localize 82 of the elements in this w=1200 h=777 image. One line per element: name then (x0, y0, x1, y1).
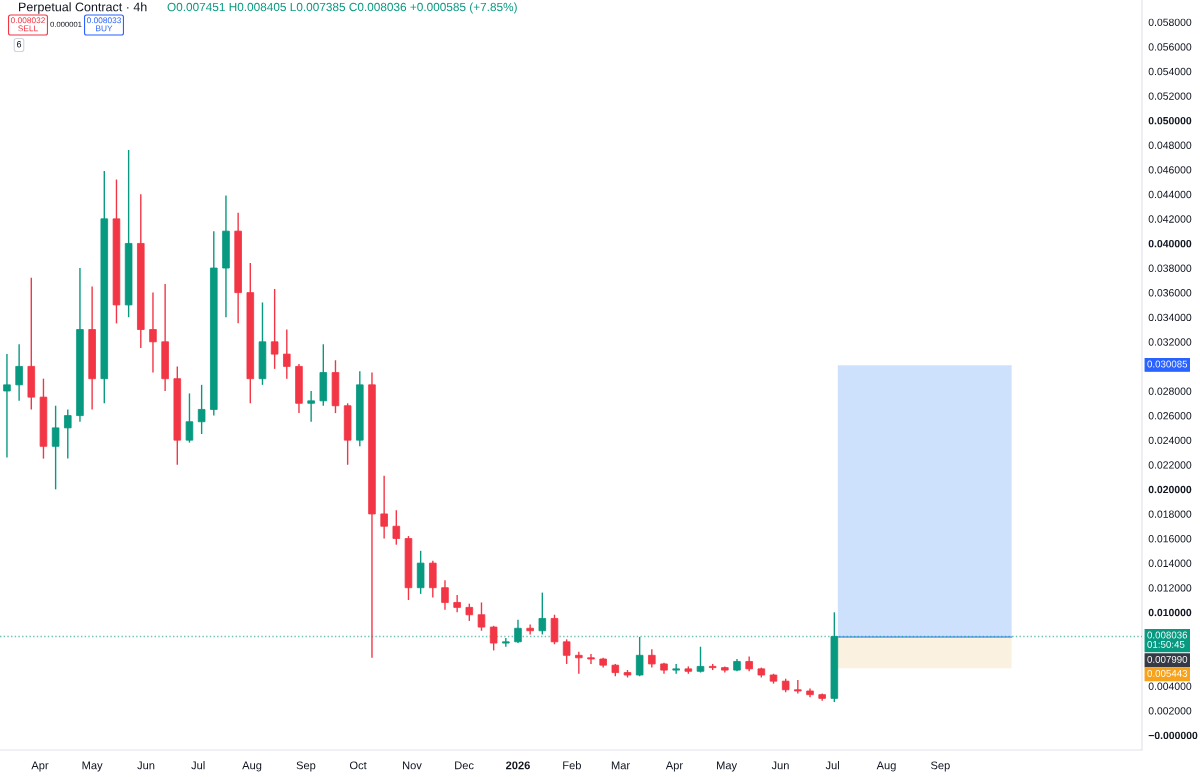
candlestick (587, 653, 595, 665)
y-tick-label: 0.026000 (1148, 412, 1192, 420)
candlestick (635, 636, 644, 677)
candlestick (441, 579, 449, 611)
x-tick-label: Jun (137, 761, 155, 770)
candlestick (453, 594, 461, 613)
candlestick (696, 646, 705, 674)
text: 0.005443 (1147, 670, 1188, 677)
text: 0.007990 (1147, 656, 1188, 663)
y-tick-label: 0.028000 (1148, 387, 1192, 395)
candlestick (562, 638, 571, 665)
candlestick (550, 614, 559, 645)
ref-line-label: 0.008036 01:50:45 (1147, 631, 1188, 648)
x-tick-label: Aug (876, 761, 896, 772)
y-tick-label: −0.000000 (1148, 731, 1198, 740)
candlestick (575, 650, 583, 675)
candlestick (514, 618, 522, 644)
y-tick-label: 0.034000 (1148, 313, 1192, 322)
x-tick-label: Sep (930, 761, 950, 772)
candlestick (489, 625, 498, 652)
y-tick-label: 0.046000 (1148, 166, 1192, 174)
y-tick-label: 0.048000 (1148, 141, 1192, 149)
y-tick-label: 0.004000 (1148, 682, 1192, 690)
x-tick-label: Sep (296, 761, 316, 772)
x-tick-label: Oct (349, 761, 367, 770)
chart-title: Perpetual Contract · 4h (19, 2, 147, 14)
y-tick-label: 0.012000 (1148, 584, 1192, 592)
candlestick (538, 591, 547, 636)
x-tick-label: Feb (563, 761, 581, 770)
annotation: 0.008032 SELL (10, 17, 45, 32)
y-tick-label: 0.044000 (1148, 190, 1192, 199)
candlestick (64, 408, 72, 460)
candlestick (502, 637, 510, 648)
x-tick-label: Jun (771, 761, 789, 770)
y-tick-label: 0.014000 (1148, 559, 1192, 567)
y-tick-label: 0.010000 (1148, 608, 1192, 617)
x-tick-label: Aug (242, 761, 262, 772)
candlestick (149, 291, 157, 374)
x-tick-label: Apr (665, 761, 683, 772)
y-tick-label: 0.022000 (1148, 461, 1192, 469)
x-tick-label: Mar (611, 761, 630, 770)
x-tick-label: May (82, 761, 103, 772)
y-tick-label: 0.038000 (1148, 264, 1192, 272)
annotation: O0.007451 H0.008405 L0.007385 C0.008036 +0.000585 (+7.85%) (167, 2, 517, 14)
y-tick-label: 0.032000 (1148, 338, 1192, 346)
y-tick-label: 0.002000 (1148, 707, 1192, 715)
y-tick-label: 0.050000 (1148, 116, 1192, 125)
candlestick (672, 663, 680, 675)
y-tick-label: 0.020000 (1148, 485, 1192, 494)
annotation: 6 (16, 41, 22, 48)
candlestick (15, 343, 23, 402)
text: 0.030085 (1147, 360, 1188, 368)
candlestick (794, 679, 802, 695)
candlestick (283, 328, 291, 380)
x-tick-label: 2026 (506, 761, 530, 770)
candlestick (477, 601, 486, 632)
candlestick (3, 353, 11, 459)
candlestick (380, 475, 388, 540)
x-tick-label: Jul (191, 761, 205, 770)
y-tick-label: 0.054000 (1148, 67, 1192, 76)
candlestick (197, 384, 206, 435)
y-tick-label: 0.040000 (1148, 239, 1192, 248)
candlestick (51, 405, 60, 491)
x-tick-label: Apr (31, 761, 49, 772)
y-tick-label: 0.024000 (1148, 436, 1192, 445)
x-tick-label: Jul (825, 761, 839, 770)
y-tick-label: 0.052000 (1148, 92, 1192, 100)
y-tick-label: 0.018000 (1148, 510, 1192, 518)
candlestick (392, 509, 401, 546)
x-tick-label: Dec (455, 761, 474, 770)
x-tick-label: Nov (402, 761, 422, 770)
y-tick-label: 0.058000 (1148, 18, 1192, 27)
x-tick-label: May (716, 761, 738, 772)
y-tick-label: 0.056000 (1148, 43, 1192, 51)
candlestick (185, 392, 194, 444)
y-tick-label: 0.036000 (1148, 289, 1192, 297)
candlestick (270, 288, 279, 370)
candlestick (648, 648, 656, 669)
y-tick-label: 0.016000 (1148, 535, 1192, 543)
candlestick (307, 390, 315, 423)
y-tick-label: 0.042000 (1148, 215, 1192, 223)
annotation: 0.008033 BUY (86, 17, 122, 32)
